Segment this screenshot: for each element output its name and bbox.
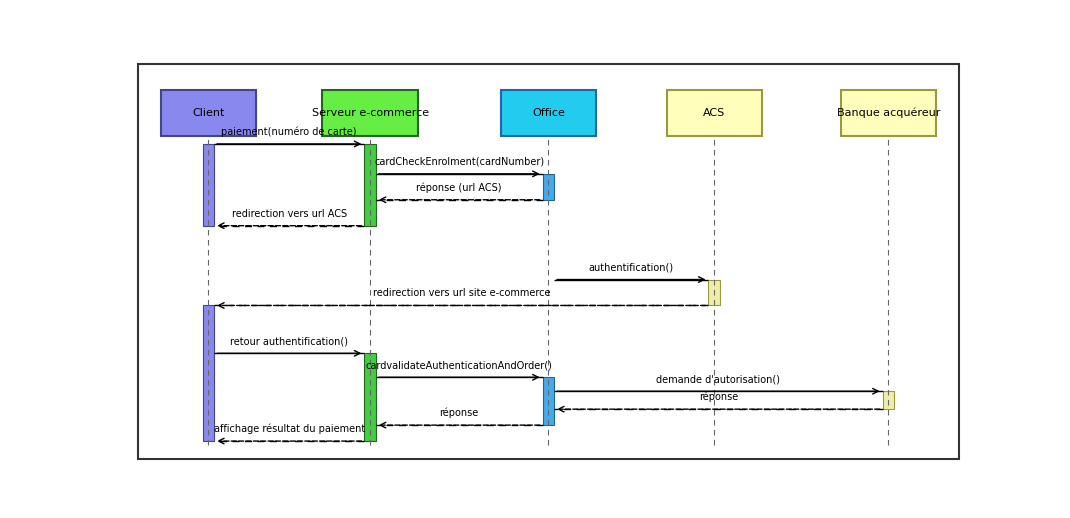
FancyBboxPatch shape (841, 90, 936, 136)
Text: réponse: réponse (440, 408, 479, 418)
FancyBboxPatch shape (542, 377, 554, 425)
FancyBboxPatch shape (364, 353, 376, 441)
FancyBboxPatch shape (322, 90, 417, 136)
Text: cardvalidateAuthenticationAndOrder(): cardvalidateAuthenticationAndOrder() (366, 360, 553, 370)
FancyBboxPatch shape (542, 174, 554, 200)
Text: redirection vers url ACS: redirection vers url ACS (232, 209, 347, 219)
FancyBboxPatch shape (364, 144, 376, 226)
FancyBboxPatch shape (667, 90, 762, 136)
Text: retour authentification(): retour authentification() (230, 336, 348, 346)
Text: affichage résultat du paiement: affichage résultat du paiement (214, 423, 365, 434)
Text: paiement(numéro de carte): paiement(numéro de carte) (221, 126, 357, 137)
Text: réponse (url ACS): réponse (url ACS) (416, 182, 502, 193)
FancyBboxPatch shape (501, 90, 596, 136)
Text: Banque acquéreur: Banque acquéreur (837, 108, 941, 118)
Text: Client: Client (193, 108, 225, 118)
Text: redirection vers url site e-commerce: redirection vers url site e-commerce (372, 289, 550, 298)
Text: ACS: ACS (703, 108, 725, 118)
FancyBboxPatch shape (708, 280, 720, 306)
Text: cardCheckEnrolment(cardNumber): cardCheckEnrolment(cardNumber) (374, 156, 545, 167)
FancyBboxPatch shape (160, 90, 256, 136)
Text: authentification(): authentification() (588, 262, 674, 272)
Text: demande d'autorisation(): demande d'autorisation() (656, 374, 780, 384)
FancyBboxPatch shape (883, 391, 895, 409)
Text: Office: Office (532, 108, 565, 118)
Text: Serveur e-commerce: Serveur e-commerce (311, 108, 429, 118)
FancyBboxPatch shape (202, 306, 214, 441)
FancyBboxPatch shape (202, 144, 214, 226)
Text: réponse: réponse (699, 392, 738, 402)
